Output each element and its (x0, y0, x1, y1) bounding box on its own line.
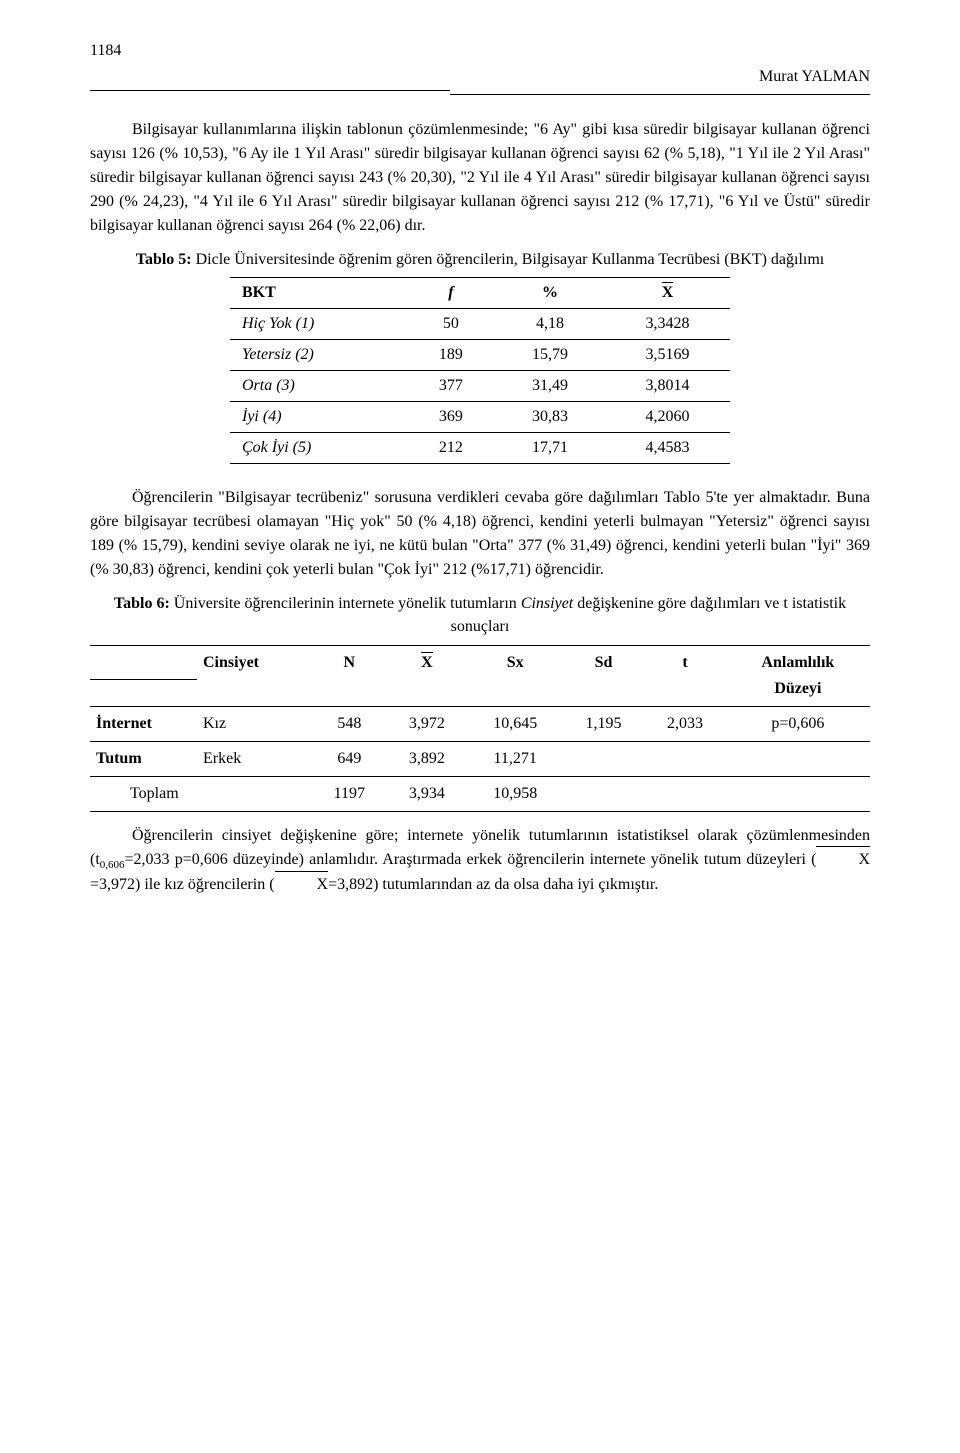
table6: Cinsiyet N X Sx Sd t Anlamlılık Düzeyi İ… (90, 645, 870, 812)
table6-cell-c: Toplam (90, 776, 312, 811)
para3-text-c: =3,972) ile kız öğrencilerin ( (90, 876, 275, 893)
table6-cell-n: 548 (312, 706, 386, 741)
para3-text-b: =2,033 p=0,606 düzeyinde) anlamlıdır. Ar… (125, 851, 817, 868)
table6-rowgroup: İnternet (90, 706, 197, 741)
table5-cell-label: Orta (3) (230, 371, 407, 402)
page-header: 1184 Murat YALMAN (90, 40, 870, 98)
table5-row: İyi (4) 369 30,83 4,2060 (230, 402, 730, 433)
table6-cell-t (644, 741, 726, 776)
page: 1184 Murat YALMAN Bilgisayar kullanımlar… (0, 0, 960, 967)
table5-cell-x: 3,5169 (605, 340, 730, 371)
table6-cell-sd (563, 776, 645, 811)
paragraph-1: Bilgisayar kullanımlarına ilişkin tablon… (90, 118, 870, 238)
table5-cell-f: 212 (407, 433, 495, 464)
table6-cell-x: 3,972 (386, 706, 468, 741)
table5-cell-x: 4,4583 (605, 433, 730, 464)
table5-cell-label: İyi (4) (230, 402, 407, 433)
table6-col-t: t (644, 645, 726, 680)
table5-cell-pct: 4,18 (495, 309, 605, 340)
header-rule-lower (450, 94, 870, 95)
table6-col-n: N (312, 645, 386, 680)
author-name: Murat YALMAN (759, 68, 870, 86)
table6-cell-c: Kız (197, 706, 312, 741)
table6-header-row: Cinsiyet N X Sx Sd t Anlamlılık (90, 645, 870, 680)
table6-row: Tutum Erkek 649 3,892 11,271 (90, 741, 870, 776)
table6-caption-prefix: Tablo 6: (114, 595, 170, 612)
header-rule-upper (90, 90, 450, 91)
table5-cell-f: 189 (407, 340, 495, 371)
table6-cell-n: 1197 (312, 776, 386, 811)
table5-caption: Tablo 5: Dicle Üniversitesinde öğrenim g… (90, 248, 870, 271)
table6-cell-p (726, 776, 870, 811)
table6-col-cinsiyet: Cinsiyet (197, 645, 312, 680)
table5-cell-x: 4,2060 (605, 402, 730, 433)
table6-row-total: Toplam 1197 3,934 10,958 (90, 776, 870, 811)
table5-row: Orta (3) 377 31,49 3,8014 (230, 371, 730, 402)
table5-cell-label: Yetersiz (2) (230, 340, 407, 371)
table5-cell-pct: 31,49 (495, 371, 605, 402)
table5-row: Hiç Yok (1) 50 4,18 3,3428 (230, 309, 730, 340)
table6-col-sx: Sx (468, 645, 563, 680)
table6-cell-sx: 11,271 (468, 741, 563, 776)
table6-cell-sd (563, 741, 645, 776)
table6-cell-sx: 10,958 (468, 776, 563, 811)
table5-col-pct: % (495, 278, 605, 309)
table6-cell-sd: 1,195 (563, 706, 645, 741)
page-number: 1184 (90, 42, 121, 60)
xbar-symbol: X (275, 873, 329, 897)
table6-cell-t (644, 776, 726, 811)
table6-cell-x: 3,934 (386, 776, 468, 811)
table5-caption-prefix: Tablo 5: (136, 251, 192, 268)
table6-col-sd: Sd (563, 645, 645, 680)
table5-col-f: f (407, 278, 495, 309)
xbar-symbol: X (816, 848, 870, 872)
table6-cell-x: 3,892 (386, 741, 468, 776)
table6-header-row-2: Düzeyi (90, 680, 870, 707)
table5-col-bkt: BKT (230, 278, 407, 309)
table5-cell-label: Çok İyi (5) (230, 433, 407, 464)
table5-cell-x: 3,8014 (605, 371, 730, 402)
table6-cell-p (726, 741, 870, 776)
para3-subscript: 0,606 (100, 859, 125, 871)
table5: BKT f % X Hiç Yok (1) 50 4,18 3,3428 Yet… (230, 277, 730, 464)
table5-cell-pct: 17,71 (495, 433, 605, 464)
table5-cell-label: Hiç Yok (1) (230, 309, 407, 340)
table5-cell-f: 369 (407, 402, 495, 433)
paragraph-2: Öğrencilerin "Bilgisayar tecrübeniz" sor… (90, 486, 870, 582)
table5-cell-pct: 30,83 (495, 402, 605, 433)
table6-col-duzeyi: Düzeyi (726, 680, 870, 707)
table5-cell-f: 377 (407, 371, 495, 402)
table5-row: Çok İyi (5) 212 17,71 4,4583 (230, 433, 730, 464)
table6-row: İnternet Kız 548 3,972 10,645 1,195 2,03… (90, 706, 870, 741)
table6-col-anlam: Anlamlılık (726, 645, 870, 680)
table5-header-row: BKT f % X (230, 278, 730, 309)
table5-row: Yetersiz (2) 189 15,79 3,5169 (230, 340, 730, 371)
table5-caption-text: Dicle Üniversitesinde öğrenim gören öğre… (192, 251, 825, 268)
table5-cell-pct: 15,79 (495, 340, 605, 371)
para3-text-d: =3,892) tutumlarından az da olsa daha iy… (328, 876, 658, 893)
table6-caption: Tablo 6: Üniversite öğrencilerinin inter… (90, 592, 870, 638)
table6-cell-n: 649 (312, 741, 386, 776)
table6-col-blank (90, 645, 197, 680)
table6-rowgroup: Tutum (90, 741, 197, 776)
table6-cell-c: Erkek (197, 741, 312, 776)
table6-col-xbar: X (386, 645, 468, 680)
table6-cell-t: 2,033 (644, 706, 726, 741)
paragraph-3: Öğrencilerin cinsiyet değişkenine göre; … (90, 824, 870, 898)
table6-caption-var: Cinsiyet (521, 595, 573, 612)
table6-cell-sx: 10,645 (468, 706, 563, 741)
table5-cell-x: 3,3428 (605, 309, 730, 340)
table6-caption-text-a: Üniversite öğrencilerinin internete yöne… (170, 595, 521, 612)
table5-col-xbar: X (605, 278, 730, 309)
table6-cell-p: p=0,606 (726, 706, 870, 741)
table5-cell-f: 50 (407, 309, 495, 340)
